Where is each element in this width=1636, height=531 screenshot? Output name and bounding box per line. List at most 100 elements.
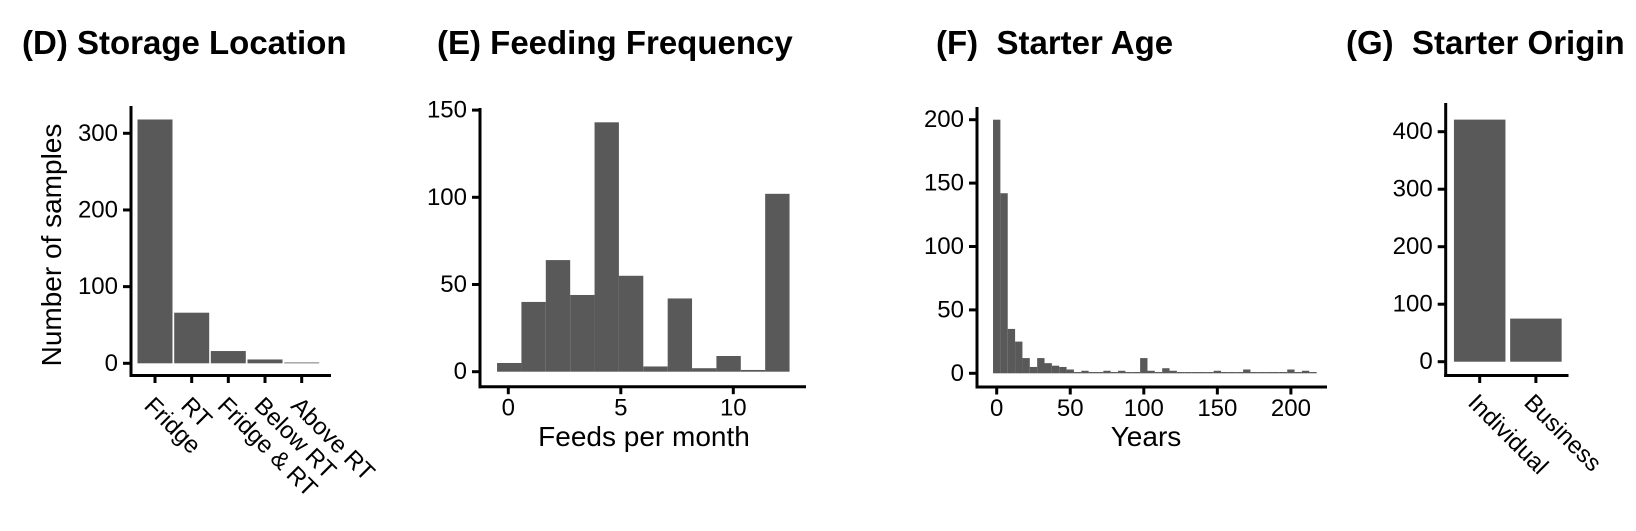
- bar: [545, 260, 571, 372]
- bar: [1059, 366, 1067, 374]
- x-tick-label: 10: [720, 395, 747, 422]
- bar: [1243, 369, 1251, 374]
- bar: [1198, 372, 1207, 374]
- bar: [1191, 372, 1199, 374]
- y-tick-label: 200: [1393, 233, 1433, 260]
- bar: [1147, 370, 1155, 374]
- bar: [1169, 370, 1177, 374]
- y-tick-label: 100: [427, 184, 467, 211]
- y-tick-label: 300: [1393, 176, 1433, 203]
- panel-e-title: (E) Feeding Frequency: [437, 24, 793, 61]
- bar: [570, 294, 595, 372]
- bar: [1000, 193, 1008, 374]
- x-tick-label: 200: [1271, 395, 1311, 422]
- bar: [1162, 368, 1170, 374]
- bar: [1272, 372, 1280, 374]
- bar: [1301, 370, 1310, 374]
- bar: [1294, 372, 1302, 374]
- bar: [1453, 119, 1506, 362]
- y-tick-label: 100: [1393, 291, 1433, 318]
- bar: [1118, 370, 1126, 374]
- bar: [716, 356, 741, 372]
- bar: [1088, 372, 1096, 374]
- bar: [210, 351, 246, 364]
- x-tick-label: 50: [1057, 395, 1084, 422]
- bar: [1125, 372, 1133, 374]
- bar: [521, 301, 546, 372]
- y-tick-label: 50: [440, 271, 467, 298]
- bar: [1066, 369, 1074, 374]
- x-tick-label: 5: [614, 395, 627, 422]
- y-tick-label: 0: [454, 358, 467, 385]
- bar: [740, 369, 766, 372]
- bar: [692, 368, 717, 372]
- bar: [993, 119, 1001, 374]
- y-tick-label: 150: [924, 170, 964, 197]
- y-tick-label: 0: [1419, 348, 1432, 375]
- bar: [1235, 372, 1244, 374]
- y-axis-label-number-of-samples: Number of samples: [36, 123, 67, 367]
- bar: [1103, 370, 1111, 374]
- y-tick-label: 300: [78, 120, 118, 147]
- bar: [1132, 372, 1141, 374]
- bar: [643, 366, 668, 372]
- y-tick-label: 150: [427, 97, 467, 124]
- y-tick-label: 200: [924, 106, 964, 133]
- y-tick-label: 50: [937, 296, 964, 323]
- bar: [1007, 328, 1016, 374]
- bar: [1184, 372, 1192, 374]
- bar: [1015, 341, 1023, 374]
- bar: [594, 122, 619, 372]
- bar: [1228, 372, 1236, 374]
- bar: [1081, 370, 1089, 374]
- y-tick-label: 100: [924, 233, 964, 260]
- bar: [1095, 372, 1104, 374]
- bar: [1176, 372, 1185, 374]
- bar: [1110, 372, 1119, 374]
- bar: [1051, 365, 1060, 374]
- bar: [1044, 363, 1052, 374]
- bar: [174, 312, 210, 364]
- panel-g-title: (G) Starter Origin: [1346, 24, 1625, 61]
- bar: [1029, 366, 1038, 374]
- y-tick-label: 0: [951, 360, 964, 387]
- bar: [618, 275, 644, 372]
- y-tick-label: 0: [105, 350, 118, 377]
- panel-f-title: (F) Starter Age: [936, 24, 1174, 61]
- panel-d-title: (D) Storage Location: [22, 24, 347, 61]
- x-tick-label: 150: [1197, 395, 1237, 422]
- bar: [1140, 358, 1148, 374]
- x-axis-label-feeds-per-month: Feeds per month: [538, 421, 750, 452]
- bar: [1154, 372, 1163, 374]
- bar: [1022, 358, 1030, 374]
- x-tick-label: 0: [990, 395, 1003, 422]
- bar: [1510, 318, 1562, 362]
- bar: [1037, 358, 1045, 374]
- bar: [247, 359, 283, 364]
- bar: [1309, 372, 1317, 374]
- x-axis-label-years: Years: [1110, 421, 1182, 452]
- bar: [1073, 372, 1082, 374]
- bar: [1250, 372, 1258, 374]
- y-tick-label: 200: [78, 196, 118, 223]
- bar: [497, 362, 522, 372]
- bar: [1221, 372, 1229, 374]
- x-tick-label: 0: [502, 395, 515, 422]
- bar: [1287, 369, 1295, 374]
- bar: [765, 193, 790, 372]
- bar: [667, 298, 693, 372]
- bar: [1257, 372, 1266, 374]
- bar: [1265, 372, 1273, 374]
- bar: [1279, 372, 1288, 374]
- bar: [1213, 370, 1222, 374]
- bar: [284, 362, 320, 364]
- bar: [1206, 372, 1214, 374]
- bar: [137, 119, 173, 364]
- y-tick-label: 100: [78, 273, 118, 300]
- x-tick-label: 100: [1124, 395, 1164, 422]
